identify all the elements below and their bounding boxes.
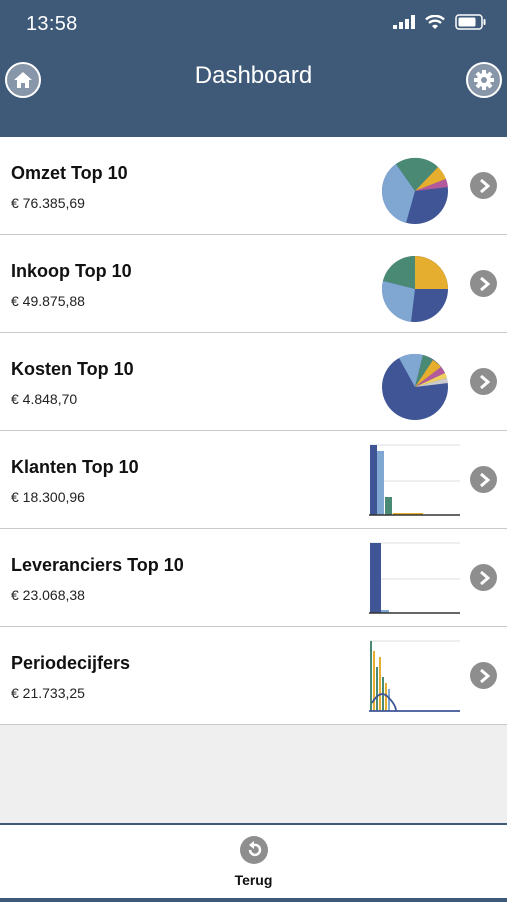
chevron-button[interactable] bbox=[470, 466, 497, 493]
bar-chart-thumbnail bbox=[369, 444, 460, 516]
bar-chart-thumbnail bbox=[369, 542, 460, 614]
item-title: Leveranciers Top 10 bbox=[11, 555, 184, 575]
back-label[interactable]: Terug bbox=[234, 872, 273, 888]
list-item-leveranciers[interactable]: Leveranciers Top 10 € 23.068,38 bbox=[0, 529, 507, 627]
pie-chart-thumbnail bbox=[381, 157, 448, 224]
back-button[interactable] bbox=[240, 836, 268, 864]
item-value: € 21.733,25 bbox=[11, 685, 85, 701]
list-item-periodecijfers[interactable]: Periodecijfers € 21.733,25 bbox=[0, 627, 507, 725]
item-value: € 18.300,96 bbox=[11, 489, 85, 505]
footer-bar bbox=[0, 898, 507, 902]
bottom-toolbar: Terug bbox=[0, 823, 507, 902]
chevron-right-icon bbox=[479, 178, 490, 193]
chevron-button[interactable] bbox=[470, 172, 497, 199]
item-title: Periodecijfers bbox=[11, 653, 131, 673]
list-item-inkoop[interactable]: Inkoop Top 10 € 49.875,88 bbox=[0, 235, 507, 333]
undo-icon bbox=[248, 841, 262, 857]
chevron-right-icon bbox=[479, 472, 490, 487]
dashboard-list: Omzet Top 10 € 76.385,69 Inkoop Top 10 €… bbox=[0, 137, 507, 725]
item-value: € 23.068,38 bbox=[11, 587, 85, 603]
status-icons bbox=[393, 14, 487, 30]
home-icon bbox=[14, 72, 32, 88]
chevron-button[interactable] bbox=[470, 368, 497, 395]
chevron-button[interactable] bbox=[470, 270, 497, 297]
item-title: Inkoop Top 10 bbox=[11, 261, 132, 281]
chevron-right-icon bbox=[479, 374, 490, 389]
item-value: € 76.385,69 bbox=[11, 195, 85, 211]
chevron-right-icon bbox=[479, 668, 490, 683]
item-title: Omzet Top 10 bbox=[11, 163, 128, 183]
list-item-omzet[interactable]: Omzet Top 10 € 76.385,69 bbox=[0, 137, 507, 235]
item-value: € 4.848,70 bbox=[11, 391, 78, 407]
chevron-button[interactable] bbox=[470, 662, 497, 689]
chevron-right-icon bbox=[479, 570, 490, 585]
chevron-button[interactable] bbox=[470, 564, 497, 591]
gear-icon bbox=[474, 70, 494, 90]
pie-chart-thumbnail bbox=[382, 353, 448, 420]
list-item-kosten[interactable]: Kosten Top 10 € 4.848,70 bbox=[0, 333, 507, 431]
page-title: Dashboard bbox=[194, 62, 313, 89]
item-title: Kosten Top 10 bbox=[11, 359, 134, 379]
home-button[interactable] bbox=[5, 62, 41, 98]
chevron-right-icon bbox=[479, 276, 490, 291]
app-header: 13:58 Dashboard bbox=[0, 0, 507, 137]
settings-button[interactable] bbox=[466, 62, 502, 98]
combo-chart-thumbnail bbox=[369, 640, 460, 712]
status-time: 13:58 bbox=[26, 13, 78, 35]
pie-chart-thumbnail bbox=[381, 256, 448, 322]
signal-icon bbox=[393, 15, 415, 29]
item-value: € 49.875,88 bbox=[11, 293, 85, 309]
list-item-klanten[interactable]: Klanten Top 10 € 18.300,96 bbox=[0, 431, 507, 529]
item-title: Klanten Top 10 bbox=[11, 457, 139, 477]
wifi-icon bbox=[425, 14, 445, 29]
battery-icon bbox=[455, 14, 486, 30]
